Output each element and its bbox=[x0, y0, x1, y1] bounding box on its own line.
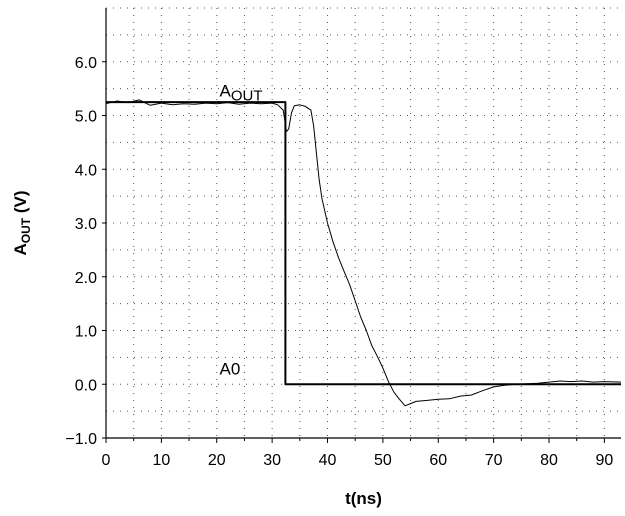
y-tick-label: 0.0 bbox=[75, 377, 97, 394]
series-line-aout bbox=[105, 99, 622, 407]
annotation-label: AOUT bbox=[220, 82, 263, 105]
x-tick-label: 20 bbox=[208, 452, 226, 469]
grid bbox=[106, 7, 621, 438]
annotation-subscript: OUT bbox=[231, 88, 263, 105]
x-tick-label: 80 bbox=[540, 452, 558, 469]
y-tick-label: −1.0 bbox=[65, 431, 97, 448]
x-tick-label: 10 bbox=[152, 452, 170, 469]
series bbox=[105, 99, 622, 407]
x-tick-label: 0 bbox=[102, 452, 111, 469]
annotation-label: A0 bbox=[220, 360, 241, 379]
x-tick-label: 90 bbox=[595, 452, 613, 469]
y-axis-label: AOUT (V) bbox=[11, 190, 33, 255]
x-tick-label: 50 bbox=[374, 452, 392, 469]
y-axis-label-unit: (V) bbox=[11, 190, 30, 217]
y-tick-label: 5.0 bbox=[75, 109, 97, 126]
x-tick-label: 30 bbox=[263, 452, 281, 469]
annotation-text: A bbox=[220, 82, 232, 101]
x-axis-label: t(ns) bbox=[345, 489, 382, 508]
x-tick-label: 60 bbox=[429, 452, 447, 469]
y-tick-label: 4.0 bbox=[75, 162, 97, 179]
y-axis-label-sub: OUT bbox=[19, 217, 33, 243]
annotation-text: A0 bbox=[220, 360, 241, 379]
ticks: 0 10 20 30 40 50 60 70 80 90 −1.0 0.0 1.0 2.0 3.0 4.0 5.… bbox=[65, 55, 613, 469]
x-tick-label: 40 bbox=[319, 452, 337, 469]
y-tick-label: 1.0 bbox=[75, 324, 97, 341]
series-line-a0 bbox=[106, 101, 621, 386]
x-tick-label: 70 bbox=[485, 452, 503, 469]
y-tick-label: 6.0 bbox=[75, 55, 97, 72]
y-tick-label: 2.0 bbox=[75, 270, 97, 287]
y-tick-label: 3.0 bbox=[75, 216, 97, 233]
y-axis-label-main: A bbox=[11, 243, 30, 255]
annotations: AOUT A0 bbox=[220, 82, 263, 379]
